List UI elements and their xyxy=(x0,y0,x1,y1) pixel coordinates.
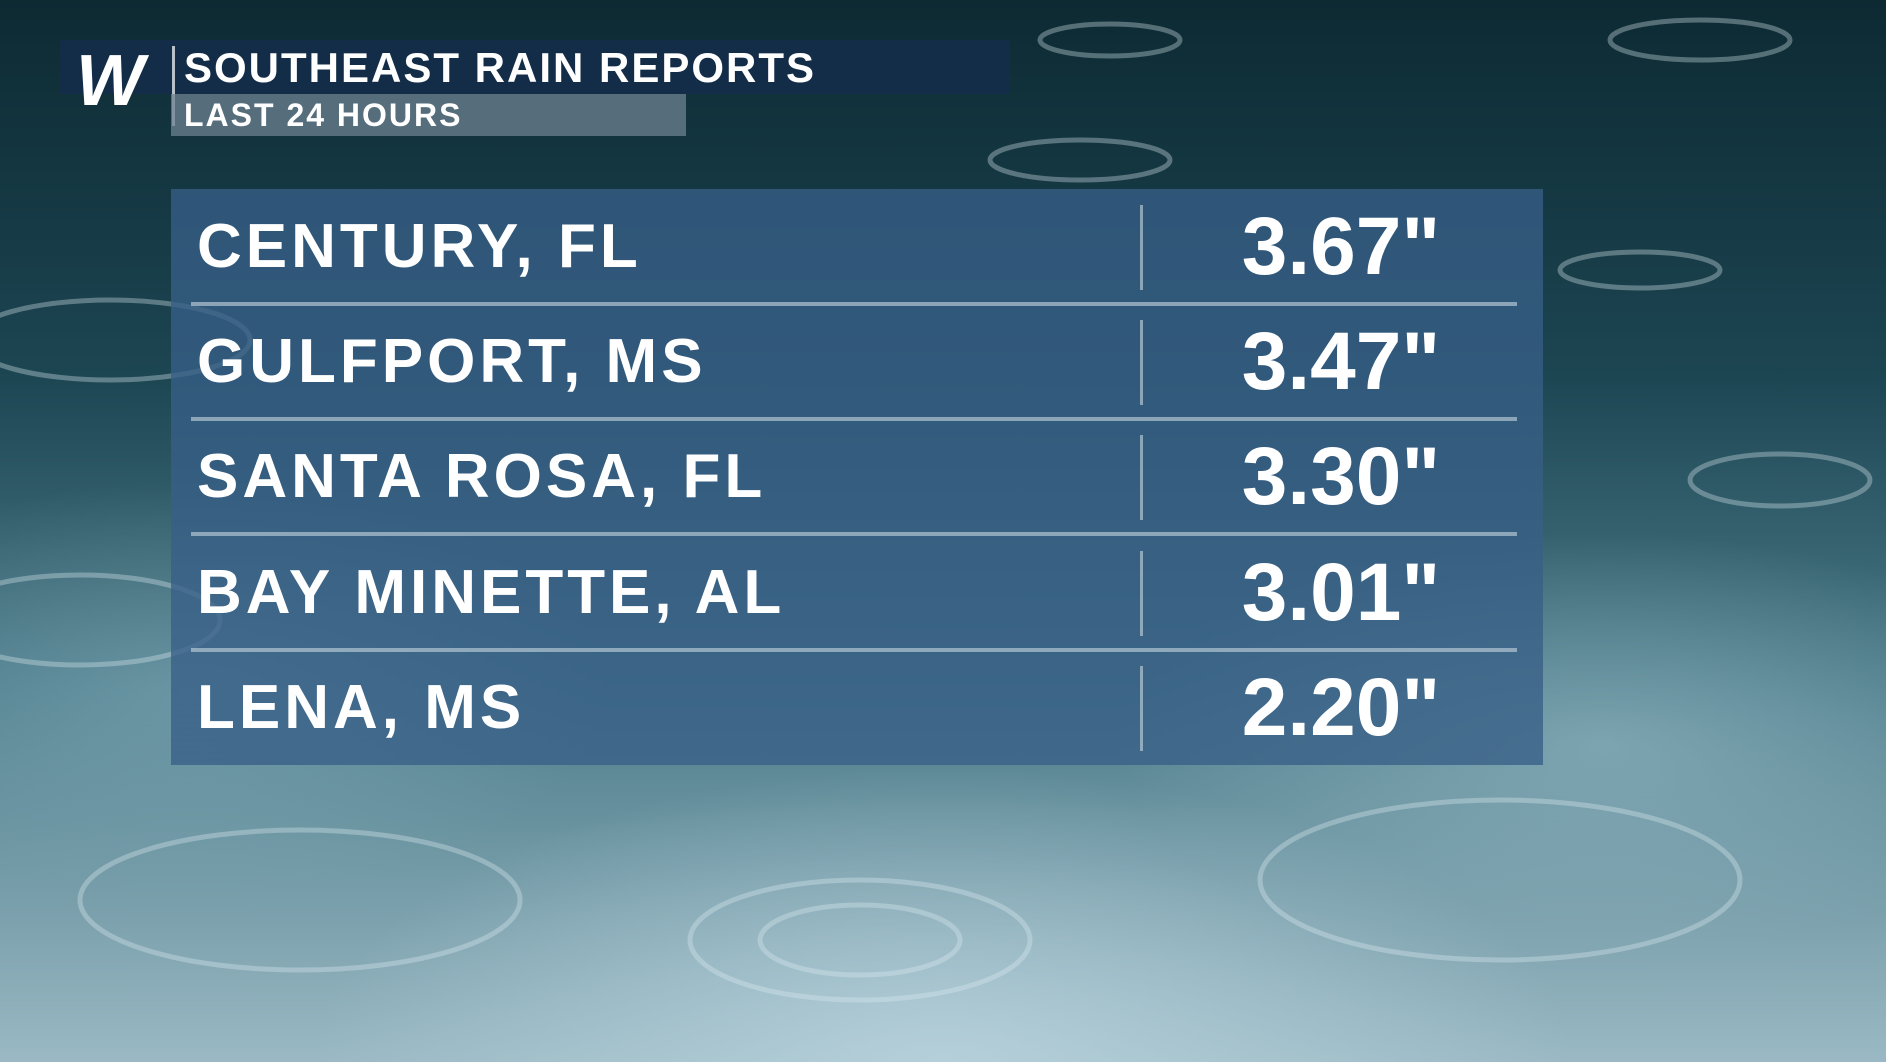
location: GULFPORT, MS xyxy=(197,327,707,397)
table: CENTURY, FL 3.67" GULFPORT, MS 3.47" SANTA R… xyxy=(171,189,1543,765)
table-row: CENTURY, FL 3.67" xyxy=(171,189,1543,306)
column-divider xyxy=(1140,550,1143,636)
table-row: BAY MINETTE, AL 3.01" xyxy=(171,535,1543,652)
subtitle: LAST 24 HOURS xyxy=(184,97,463,133)
table-row: LENA, MS 2.20" xyxy=(171,650,1543,765)
table-row: GULFPORT, MS 3.47" xyxy=(171,304,1543,422)
logo: W xyxy=(76,41,144,121)
column-divider xyxy=(1140,320,1143,406)
column-divider xyxy=(1140,205,1143,290)
rainfall: 3.30" xyxy=(1241,431,1441,523)
location: LENA, MS xyxy=(197,672,526,742)
rainfall: 2.20" xyxy=(1241,661,1441,753)
location: SANTA ROSA, FL xyxy=(197,442,767,512)
rainfall: 3.47" xyxy=(1241,316,1441,408)
rainfall: 3.67" xyxy=(1241,201,1441,292)
subtitle-bar xyxy=(171,94,686,136)
header-bar xyxy=(60,40,1010,94)
header-separator xyxy=(172,46,175,126)
column-divider xyxy=(1140,435,1143,521)
column-divider xyxy=(1140,665,1143,751)
row-divider xyxy=(191,302,1517,306)
row-divider xyxy=(191,647,1517,652)
row-divider xyxy=(191,417,1517,422)
row-divider xyxy=(191,532,1517,537)
location: BAY MINETTE, AL xyxy=(197,557,786,627)
table-row: SANTA ROSA, FL 3.30" xyxy=(171,419,1543,537)
rainfall: 3.01" xyxy=(1241,546,1441,638)
location: CENTURY, FL xyxy=(197,212,642,281)
title: SOUTHEAST RAIN REPORTS xyxy=(184,44,817,91)
